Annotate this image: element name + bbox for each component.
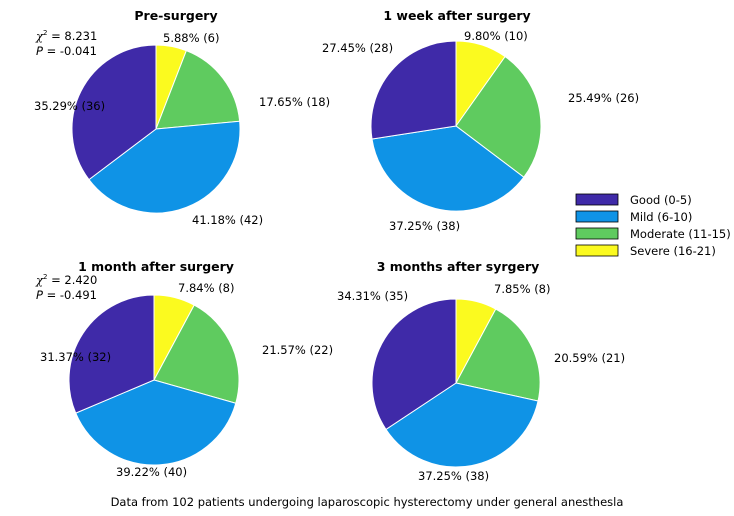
pie-slice-good-0-5 xyxy=(68,294,155,414)
pie-title: 1 month after surgery xyxy=(78,259,234,274)
pie-title: 3 months after syrgery xyxy=(377,259,540,274)
pie-slice-mild-6-10 xyxy=(75,379,237,466)
pie-slice-good-0-5 xyxy=(71,44,157,181)
pie-slice-mild-6-10 xyxy=(88,120,241,214)
pie-slice-moderate-11-15 xyxy=(153,304,240,404)
pie-slice-good-0-5 xyxy=(371,298,457,431)
p-value-stat: P = -0.491 xyxy=(36,288,97,302)
data-label-mild-6-10: 39.22% (40) xyxy=(116,465,187,479)
legend-label-mild-6-10: Mild (6-10) xyxy=(630,210,692,224)
data-label-severe-16-21: 5.88% (6) xyxy=(163,31,219,45)
pie-slice-moderate-11-15 xyxy=(455,308,541,402)
pie-slice-good-0-5 xyxy=(370,40,457,140)
p-value-stat: P = -0.041 xyxy=(36,44,97,58)
data-label-moderate-11-15: 25.49% (26) xyxy=(568,91,639,105)
pie-title: 1 week after surgery xyxy=(383,8,530,23)
legend-swatch-mild-6-10 xyxy=(575,210,619,223)
pie-slice-mild-6-10 xyxy=(385,382,539,468)
legend: Good (0-5) Mild (6-10) Moderate (11-15) Sev… xyxy=(575,193,731,258)
pie-title: Pre-surgery xyxy=(134,8,217,23)
data-label-moderate-11-15: 20.59% (21) xyxy=(554,351,625,365)
data-label-good-0-5: 27.45% (28) xyxy=(322,41,393,55)
pie-2: 1 week after surgery 27.45% (28) 37.25% (3… xyxy=(322,8,639,233)
legend-label-severe-16-21: Severe (16-21) xyxy=(630,244,716,258)
data-label-good-0-5: 34.31% (35) xyxy=(337,289,408,303)
data-label-mild-6-10: 37.25% (38) xyxy=(389,219,460,233)
data-label-moderate-11-15: 21.57% (22) xyxy=(262,343,333,357)
pie-1: Pre-surgery 35.29% (36) 41.18% (42) 17.65% … xyxy=(34,8,330,227)
data-label-moderate-11-15: 17.65% (18) xyxy=(259,95,330,109)
data-label-good-0-5: 35.29% (36) xyxy=(34,99,105,113)
legend-swatch-good-0-5 xyxy=(575,193,619,206)
data-label-mild-6-10: 41.18% (42) xyxy=(192,213,263,227)
data-label-severe-16-21: 7.85% (8) xyxy=(494,282,550,296)
pie-4: 3 months after syrgery 34.31% (35) 37.25% … xyxy=(337,259,625,483)
legend-swatch-severe-16-21 xyxy=(575,244,619,257)
pie-3: 1 month after surgery 31.37% (32) 39.22% (… xyxy=(35,259,333,479)
data-label-mild-6-10: 37.25% (38) xyxy=(418,469,489,483)
data-label-good-0-5: 31.37% (32) xyxy=(40,350,111,364)
figure-caption: Data from 102 patients undergoing laparo… xyxy=(111,495,624,509)
legend-label-good-0-5: Good (0-5) xyxy=(630,193,692,207)
data-label-severe-16-21: 9.80% (10) xyxy=(464,29,528,43)
pie-slice-moderate-11-15 xyxy=(455,55,542,178)
legend-swatch-moderate-11-15 xyxy=(575,227,619,240)
data-label-severe-16-21: 7.84% (8) xyxy=(178,281,234,295)
legend-label-moderate-11-15: Moderate (11-15) xyxy=(630,227,731,241)
chi-square-stat: χ2 = 2.420 xyxy=(35,273,97,287)
pie-slice-moderate-11-15 xyxy=(155,50,241,130)
chi-square-stat: χ2 = 8.231 xyxy=(35,29,97,43)
pie-slice-mild-6-10 xyxy=(371,125,525,212)
